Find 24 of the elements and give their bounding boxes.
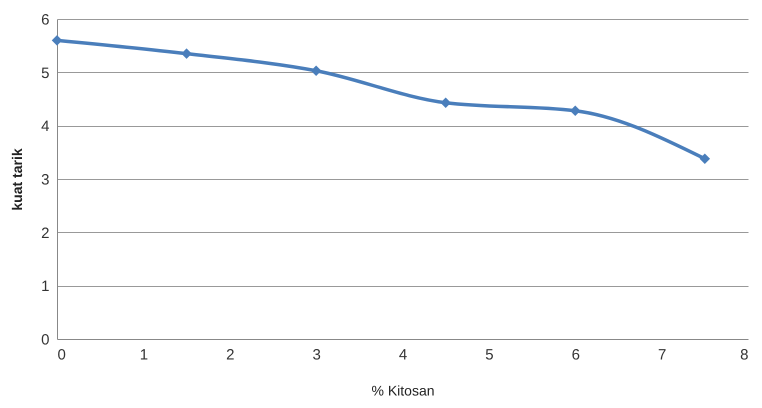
point (181, 48, 192, 59)
x-axis-title: % Kitosan (371, 382, 435, 398)
x-tick-label: 1 (140, 346, 148, 364)
y-axis-title: kuat tarik (9, 148, 26, 211)
x-tick-label: 3 (312, 346, 321, 364)
point (570, 105, 580, 116)
y-tick-label: 0 (41, 332, 50, 348)
x-tick-label: 4 (398, 346, 408, 364)
x-tick-label: 2 (226, 346, 234, 364)
x-tick-label: 0 (58, 346, 66, 364)
point (310, 65, 322, 76)
y-tick-label: 2 (41, 224, 50, 242)
y-tick-label: 5 (41, 64, 50, 82)
x-tick-label: 5 (485, 346, 494, 364)
y-tick-label: 4 (41, 118, 50, 136)
y-tick-label: 6 (41, 12, 50, 28)
y-tick-label: 3 (41, 172, 50, 188)
point (52, 35, 62, 46)
point (440, 97, 451, 108)
y-tick-label: 1 (41, 278, 50, 296)
point (700, 153, 710, 164)
x-tick-label: 7 (658, 346, 666, 364)
x-tick-label: 6 (572, 346, 580, 364)
x-tick-label: 8 (740, 346, 748, 364)
